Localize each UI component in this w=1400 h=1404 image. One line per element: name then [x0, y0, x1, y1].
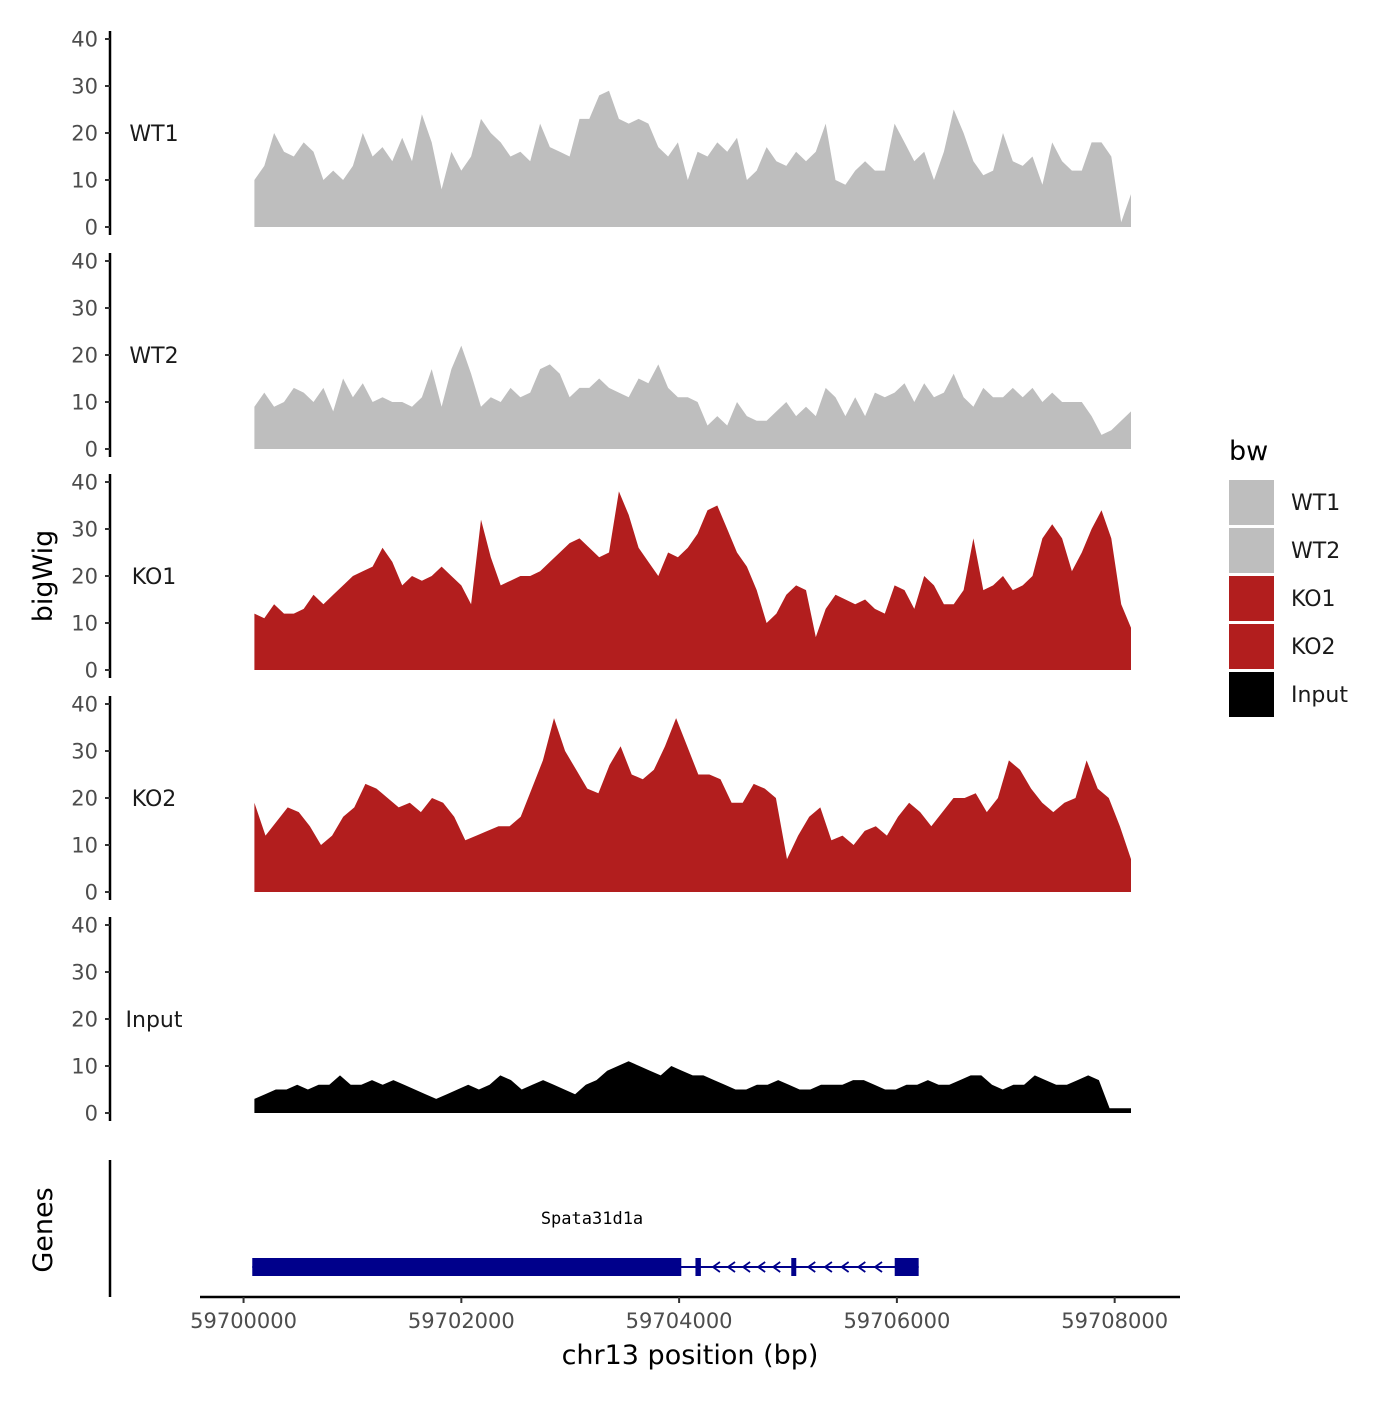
y-tick-label: 20: [71, 122, 98, 146]
tracks-layer: 0 10 20 30 40 WT1 0 10 20 30 40 WT2 0 10 20 30 40 KO1 0 10 2…: [71, 28, 1131, 1126]
strand-arrow: [840, 1261, 850, 1273]
strand-arrow: [771, 1261, 781, 1273]
y-tick-label: 30: [71, 961, 98, 985]
genes-axis-title: Genes: [28, 1187, 59, 1272]
y-tick-label: 20: [71, 787, 98, 811]
x-tick-label: 59708000: [1061, 1309, 1168, 1333]
track-label: Input: [126, 1008, 183, 1033]
track-label: KO2: [132, 787, 177, 812]
track-area-input: [254, 1061, 1131, 1113]
strand-arrow: [873, 1261, 883, 1273]
y-tick-label: 10: [71, 169, 98, 193]
track-ko2: 0 10 20 30 40 KO2: [71, 693, 1131, 905]
track-wt1: 0 10 20 30 40 WT1: [71, 28, 1131, 240]
y-tick-label: 20: [71, 1008, 98, 1032]
strand-arrow: [823, 1261, 833, 1273]
track-area-ko2: [254, 718, 1131, 892]
y-tick-label: 0: [85, 1102, 98, 1126]
x-tick-label: 59702000: [408, 1309, 515, 1333]
y-tick-label: 20: [71, 344, 98, 368]
strand-arrow: [756, 1261, 766, 1273]
legend-label: WT2: [1291, 539, 1340, 564]
y-tick-label: 40: [71, 28, 98, 52]
x-tick-label: 59706000: [843, 1309, 950, 1333]
y-tick-label: 10: [71, 612, 98, 636]
legend-title: bw: [1229, 436, 1268, 467]
track-ko1: 0 10 20 30 40 KO1: [71, 471, 1131, 683]
gene-name: Spata31d1a: [541, 1209, 643, 1229]
y-axis-title: bigWig: [28, 530, 59, 623]
strand-arrow: [741, 1261, 751, 1273]
legend: bw WT1 WT2 KO1 KO2 Input: [1229, 436, 1348, 717]
track-area-ko1: [254, 491, 1131, 670]
legend-swatch: [1229, 528, 1274, 573]
gene-exon: [791, 1258, 797, 1276]
legend-label: Input: [1291, 683, 1348, 708]
track-wt2: 0 10 20 30 40 WT2: [71, 250, 1131, 462]
legend-swatch: [1229, 672, 1274, 717]
y-tick-label: 40: [71, 250, 98, 274]
y-tick-label: 30: [71, 740, 98, 764]
y-tick-label: 20: [71, 565, 98, 589]
y-tick-label: 10: [71, 834, 98, 858]
track-label: WT2: [129, 344, 178, 369]
legend-label: WT1: [1291, 491, 1340, 516]
y-tick-label: 0: [85, 438, 98, 462]
x-axis-title: chr13 position (bp): [562, 1340, 819, 1371]
genes-panel: Spata31d1a: [108, 1160, 919, 1297]
y-tick-label: 30: [71, 75, 98, 99]
legend-swatch: [1229, 576, 1274, 621]
track-input: 0 10 20 30 40 Input: [71, 914, 1131, 1126]
x-axis: 59700000 59702000 59704000 59706000 59708000: [190, 1295, 1180, 1333]
x-tick-label: 59704000: [626, 1309, 733, 1333]
y-tick-label: 40: [71, 693, 98, 717]
y-tick-label: 0: [85, 659, 98, 683]
y-tick-label: 10: [71, 391, 98, 415]
strand-arrow: [726, 1261, 736, 1273]
y-tick-label: 0: [85, 216, 98, 240]
y-tick-label: 10: [71, 1055, 98, 1079]
legend-label: KO1: [1291, 587, 1336, 612]
strand-arrow: [856, 1261, 866, 1273]
strand-arrow: [806, 1261, 816, 1273]
track-area-wt1: [254, 90, 1131, 227]
y-tick-label: 30: [71, 518, 98, 542]
y-tick-label: 0: [85, 881, 98, 905]
gene-exon: [894, 1258, 919, 1276]
gene-exon: [252, 1258, 682, 1276]
legend-swatch: [1229, 480, 1274, 525]
y-tick-label: 30: [71, 297, 98, 321]
legend-label: KO2: [1291, 635, 1336, 660]
y-tick-label: 40: [71, 471, 98, 495]
legend-swatch: [1229, 624, 1274, 669]
track-label: KO1: [132, 565, 177, 590]
strand-arrow: [711, 1261, 721, 1273]
track-area-wt2: [254, 345, 1131, 449]
gene-exon: [695, 1258, 701, 1276]
y-tick-label: 40: [71, 914, 98, 938]
track-label: WT1: [129, 122, 178, 147]
x-tick-label: 59700000: [190, 1309, 297, 1333]
